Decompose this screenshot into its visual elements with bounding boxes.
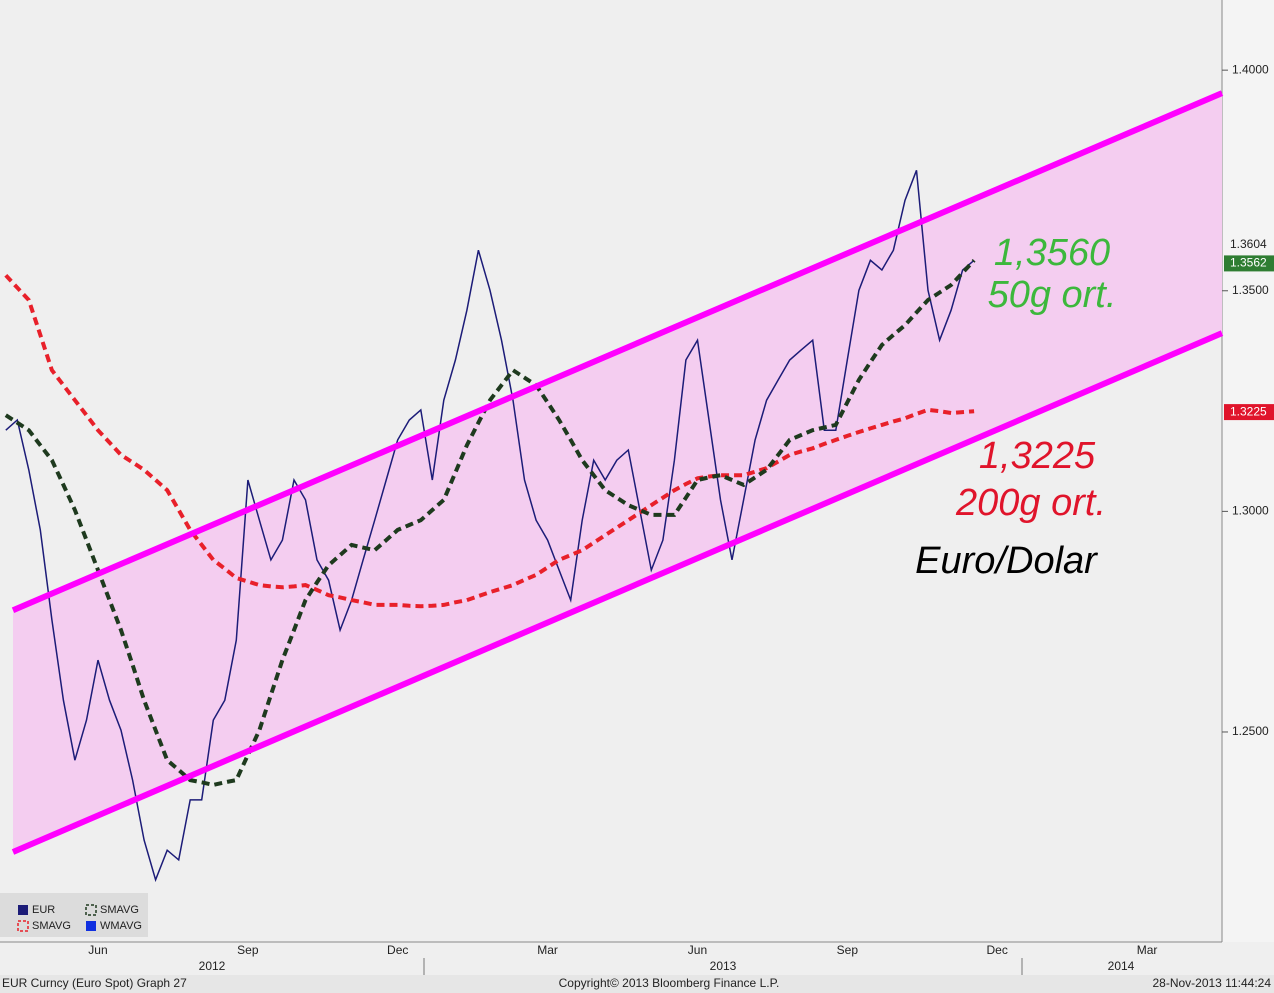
- x-tick-label: Jun: [688, 943, 707, 957]
- x-tick-label: Mar: [1137, 943, 1158, 957]
- annotation: 50g ort.: [988, 274, 1117, 316]
- x-tick-label: Jun: [88, 943, 107, 957]
- year-label: 2014: [1108, 959, 1135, 973]
- channel-lower: [11, 330, 1224, 855]
- year-label: 2013: [710, 959, 737, 973]
- x-tick-label: Dec: [387, 943, 408, 957]
- y-tick-label: 1.3000: [1232, 504, 1269, 518]
- footer-center: Copyright© 2013 Bloomberg Finance L.P.: [559, 976, 780, 990]
- last-value-label: 1.3225: [1230, 404, 1267, 418]
- y-tick-label: 1.4000: [1232, 62, 1269, 76]
- last-value-label: 1.3604: [1230, 237, 1267, 251]
- y-tick-label: 1.3500: [1232, 283, 1269, 297]
- annotation: Euro/Dolar: [915, 540, 1098, 582]
- footer-right: 28-Nov-2013 11:44:24: [1152, 976, 1271, 990]
- legend-label: WMAVG: [100, 920, 142, 932]
- series-line: [4, 273, 975, 609]
- x-axis-area: [0, 942, 1274, 975]
- last-value-box: [1224, 404, 1274, 421]
- annotation: 200g ort.: [955, 482, 1106, 524]
- legend-swatch: [85, 904, 97, 916]
- legend-label: SMAVG: [32, 920, 71, 932]
- x-tick-label: Dec: [987, 943, 1008, 957]
- y-tick-label: 1.2500: [1232, 724, 1269, 738]
- legend-label: SMAVG: [100, 904, 139, 916]
- footer-bar: [0, 975, 1274, 993]
- legend-swatch: [18, 905, 28, 915]
- annotation: 1,3225: [979, 435, 1096, 477]
- legend-swatch: [17, 920, 29, 932]
- x-tick-label: Sep: [837, 943, 859, 957]
- last-value-label: 1.3562: [1230, 256, 1267, 270]
- x-tick-label: Mar: [537, 943, 558, 957]
- last-value-box: [1224, 255, 1274, 272]
- x-tick-label: Sep: [237, 943, 259, 957]
- axis-area: [1222, 0, 1274, 942]
- legend-label: EUR: [32, 904, 55, 916]
- series-line: [5, 170, 975, 883]
- year-label: 2012: [199, 959, 226, 973]
- legend-swatch: [86, 921, 96, 931]
- footer-left: EUR Curncy (Euro Spot) Graph 27: [2, 976, 187, 990]
- channel-upper: [11, 90, 1224, 613]
- series-line: [4, 258, 976, 787]
- channel-fill: [13, 93, 1222, 852]
- annotation: 1,3560: [994, 232, 1110, 274]
